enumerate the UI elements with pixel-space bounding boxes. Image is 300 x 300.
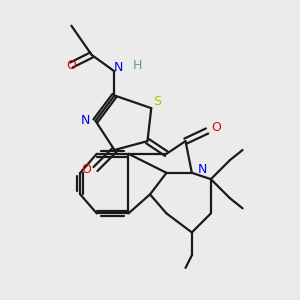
Text: H: H: [133, 58, 142, 71]
Text: N: N: [81, 114, 90, 127]
Text: N: N: [197, 163, 207, 176]
Text: O: O: [66, 58, 76, 71]
Text: N: N: [114, 61, 123, 74]
Text: O: O: [82, 163, 92, 176]
Text: O: O: [211, 121, 221, 134]
Text: S: S: [154, 95, 162, 108]
